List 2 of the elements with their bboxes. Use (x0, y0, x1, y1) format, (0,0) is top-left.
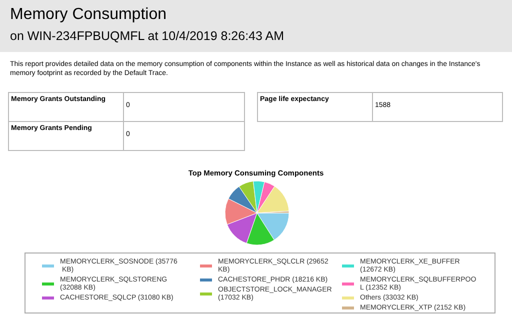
text: Memory Consumption (10, 6, 166, 24)
text: on WIN-234FPBUQMFL at 10/4/2019 8:26:43 AM (10, 29, 284, 43)
